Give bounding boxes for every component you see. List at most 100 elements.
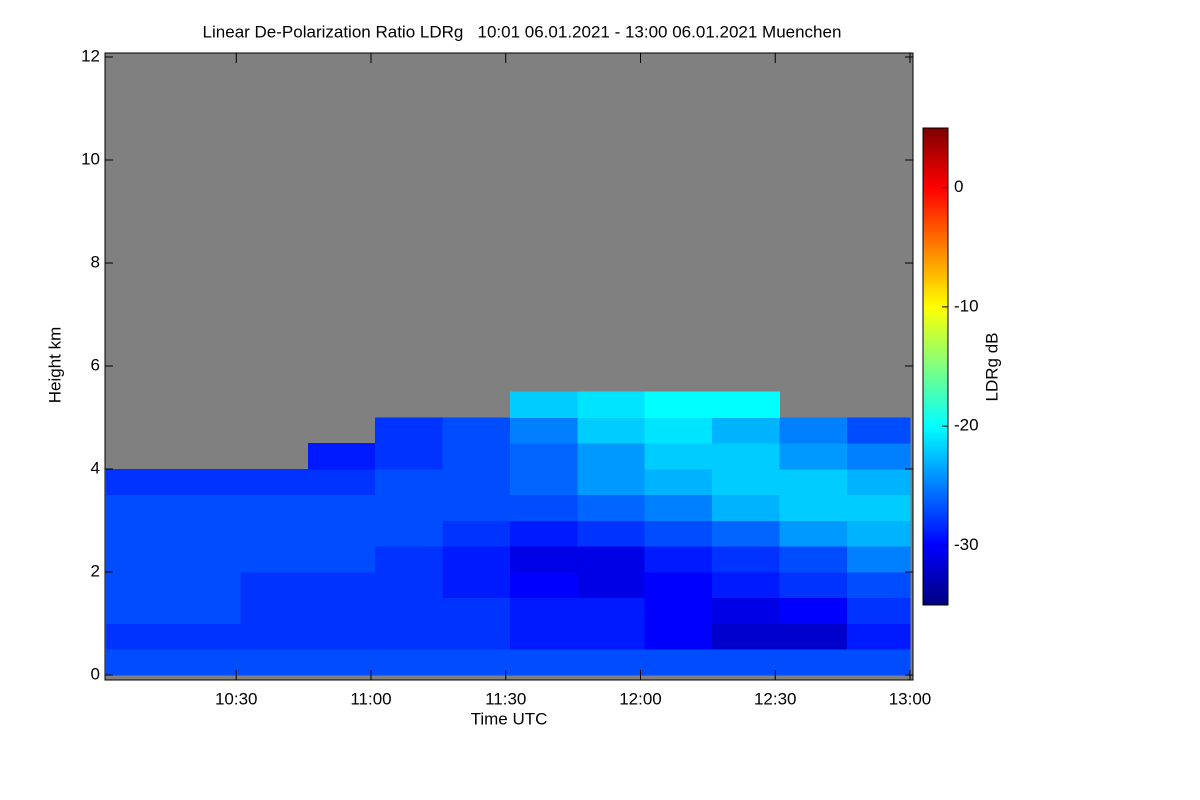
colorbar-segment (923, 379, 948, 381)
colorbar-segment (923, 422, 948, 424)
heatmap-cell (577, 417, 646, 444)
heatmap-cell (173, 649, 241, 676)
heatmap-cell (712, 597, 780, 624)
colorbar-segment (923, 192, 948, 194)
colorbar-segment (923, 248, 948, 250)
colorbar-segment (923, 556, 948, 558)
colorbar-segment (923, 173, 948, 175)
colorbar-segment (923, 541, 948, 543)
colorbar-segment (923, 256, 948, 258)
colorbar-segment (923, 501, 948, 503)
colorbar-tick-label: 0 (954, 177, 963, 196)
y-tick-label: 8 (91, 252, 100, 271)
colorbar-segment (923, 488, 948, 490)
colorbar-segment (923, 301, 948, 303)
colorbar-segment (923, 373, 948, 375)
colorbar-segment (923, 600, 948, 602)
x-axis-label: Time UTC (471, 709, 548, 728)
colorbar-segment (923, 543, 948, 545)
colorbar-segment (923, 568, 948, 570)
colorbar-segment (923, 317, 948, 319)
heatmap-cell (577, 546, 646, 573)
colorbar-segment (923, 240, 948, 242)
colorbar-segment (923, 297, 948, 299)
colorbar-segment (923, 508, 948, 510)
colorbar-segment (923, 176, 948, 178)
colorbar-segment (923, 214, 948, 216)
colorbar-segment (923, 342, 948, 344)
colorbar-segment (923, 315, 948, 317)
colorbar-segment (923, 215, 948, 217)
colorbar-segment (923, 555, 948, 557)
colorbar-segment (923, 457, 948, 459)
heatmap-cell (712, 623, 780, 650)
heatmap-cell (442, 546, 511, 573)
colorbar-segment (923, 236, 948, 238)
colorbar-segment (923, 220, 948, 222)
colorbar-segment (923, 152, 948, 154)
colorbar-segment (923, 295, 948, 297)
colorbar-segment (923, 153, 948, 155)
colorbar-segment (923, 198, 948, 200)
colorbar-segment (923, 507, 948, 509)
colorbar-segment (923, 601, 948, 603)
colorbar-segment (923, 525, 948, 527)
colorbar-segment (923, 333, 948, 335)
colorbar-segment (923, 260, 948, 262)
colorbar-segment (923, 190, 948, 192)
colorbar-segment (923, 449, 948, 451)
colorbar-segment (923, 310, 948, 312)
colorbar-segment (923, 514, 948, 516)
heatmap-cell (240, 494, 309, 521)
colorbar-segment (923, 254, 948, 256)
heatmap-cell (442, 417, 511, 444)
colorbar-segment (923, 203, 948, 205)
heatmap-cell (442, 494, 511, 521)
colorbar-segment (923, 309, 948, 311)
colorbar-segment (923, 470, 948, 472)
heatmap-cell (173, 597, 241, 624)
colorbar-segment (923, 285, 948, 287)
colorbar-segment (923, 417, 948, 419)
colorbar-segment (923, 504, 948, 506)
colorbar-segment (923, 420, 948, 422)
x-tick-label: 12:00 (619, 689, 662, 708)
heatmap-cell (375, 597, 444, 624)
colorbar-segment (923, 391, 948, 393)
colorbar-segment (923, 497, 948, 499)
colorbar-segment (923, 289, 948, 291)
colorbar-segment (923, 597, 948, 599)
heatmap-cell (442, 468, 511, 495)
colorbar-segment (923, 387, 948, 389)
colorbar-segment (923, 288, 948, 290)
colorbar-segment (923, 380, 948, 382)
colorbar-segment (923, 547, 948, 549)
colorbar-segment (923, 553, 948, 555)
colorbar-segment (923, 357, 948, 359)
colorbar-segment (923, 179, 948, 181)
colorbar-segment (923, 562, 948, 564)
colorbar-segment (923, 246, 948, 248)
colorbar-segment (923, 598, 948, 600)
colorbar-segment (923, 219, 948, 221)
colorbar-segment (923, 477, 948, 479)
colorbar-segment (923, 471, 948, 473)
colorbar-segment (923, 565, 948, 567)
colorbar-segment (923, 284, 948, 286)
y-tick-label: 4 (91, 458, 100, 477)
colorbar-segment (923, 280, 948, 282)
colorbar-segment (923, 197, 948, 199)
colorbar-segment (923, 570, 948, 572)
colorbar-segment (923, 287, 948, 289)
colorbar-segment (923, 493, 948, 495)
heatmap-cell (105, 571, 174, 598)
colorbar-segment (923, 159, 948, 161)
colorbar-segment (923, 323, 948, 325)
colorbar-segment (923, 584, 948, 586)
colorbar-segment (923, 452, 948, 454)
heatmap-cell (442, 597, 511, 624)
colorbar-segment (923, 430, 948, 432)
colorbar-segment (923, 279, 948, 281)
colorbar-segment (923, 448, 948, 450)
